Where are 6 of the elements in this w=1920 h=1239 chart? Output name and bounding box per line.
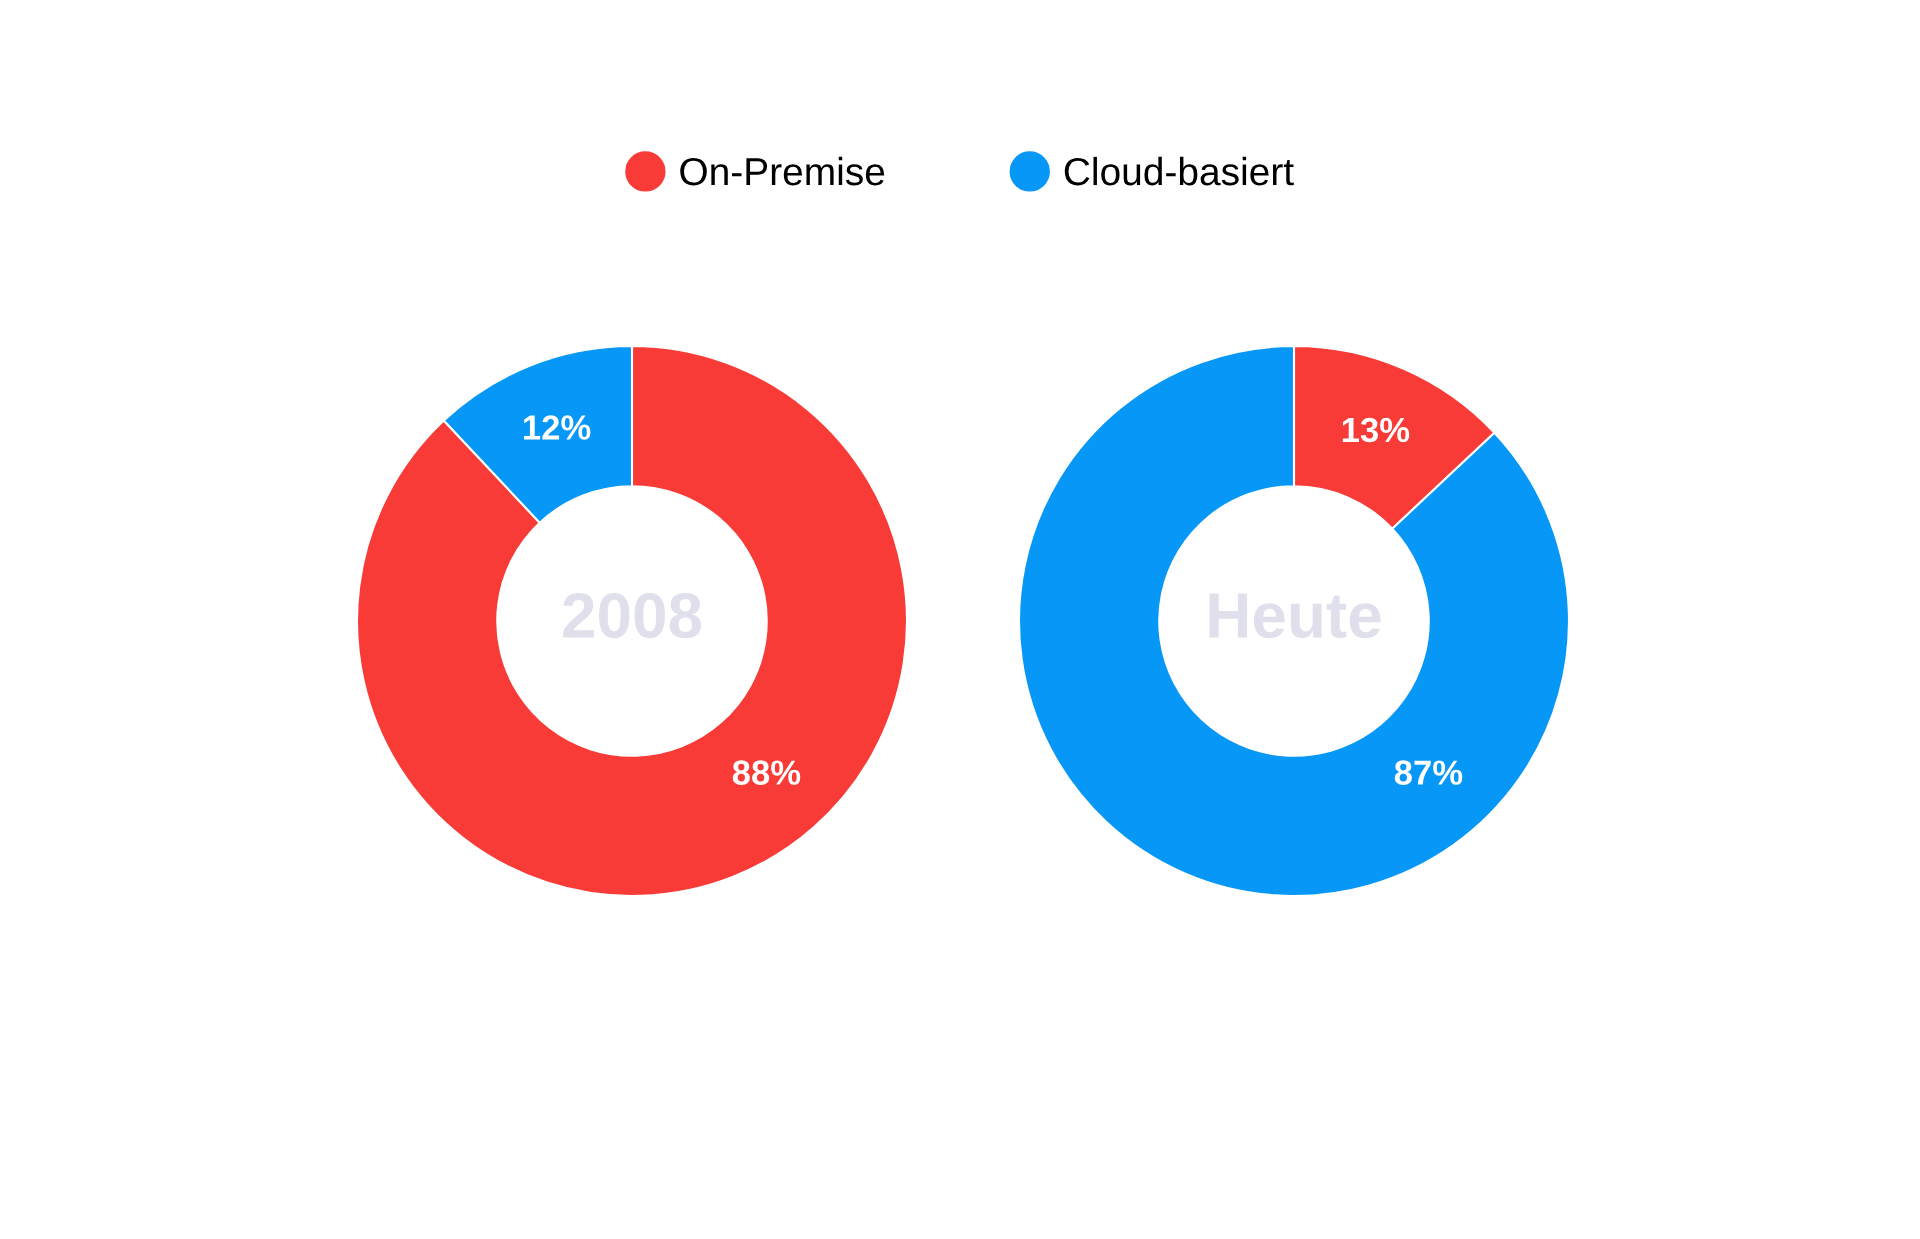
data-label: 13% [1342, 417, 1410, 443]
legend-label: On-Premise [680, 156, 885, 186]
data-label: 87% [1394, 760, 1463, 785]
data-label: 88% [732, 760, 801, 785]
legend-label: Cloud-basiert [1064, 156, 1294, 186]
data-label: 12% [524, 415, 591, 440]
